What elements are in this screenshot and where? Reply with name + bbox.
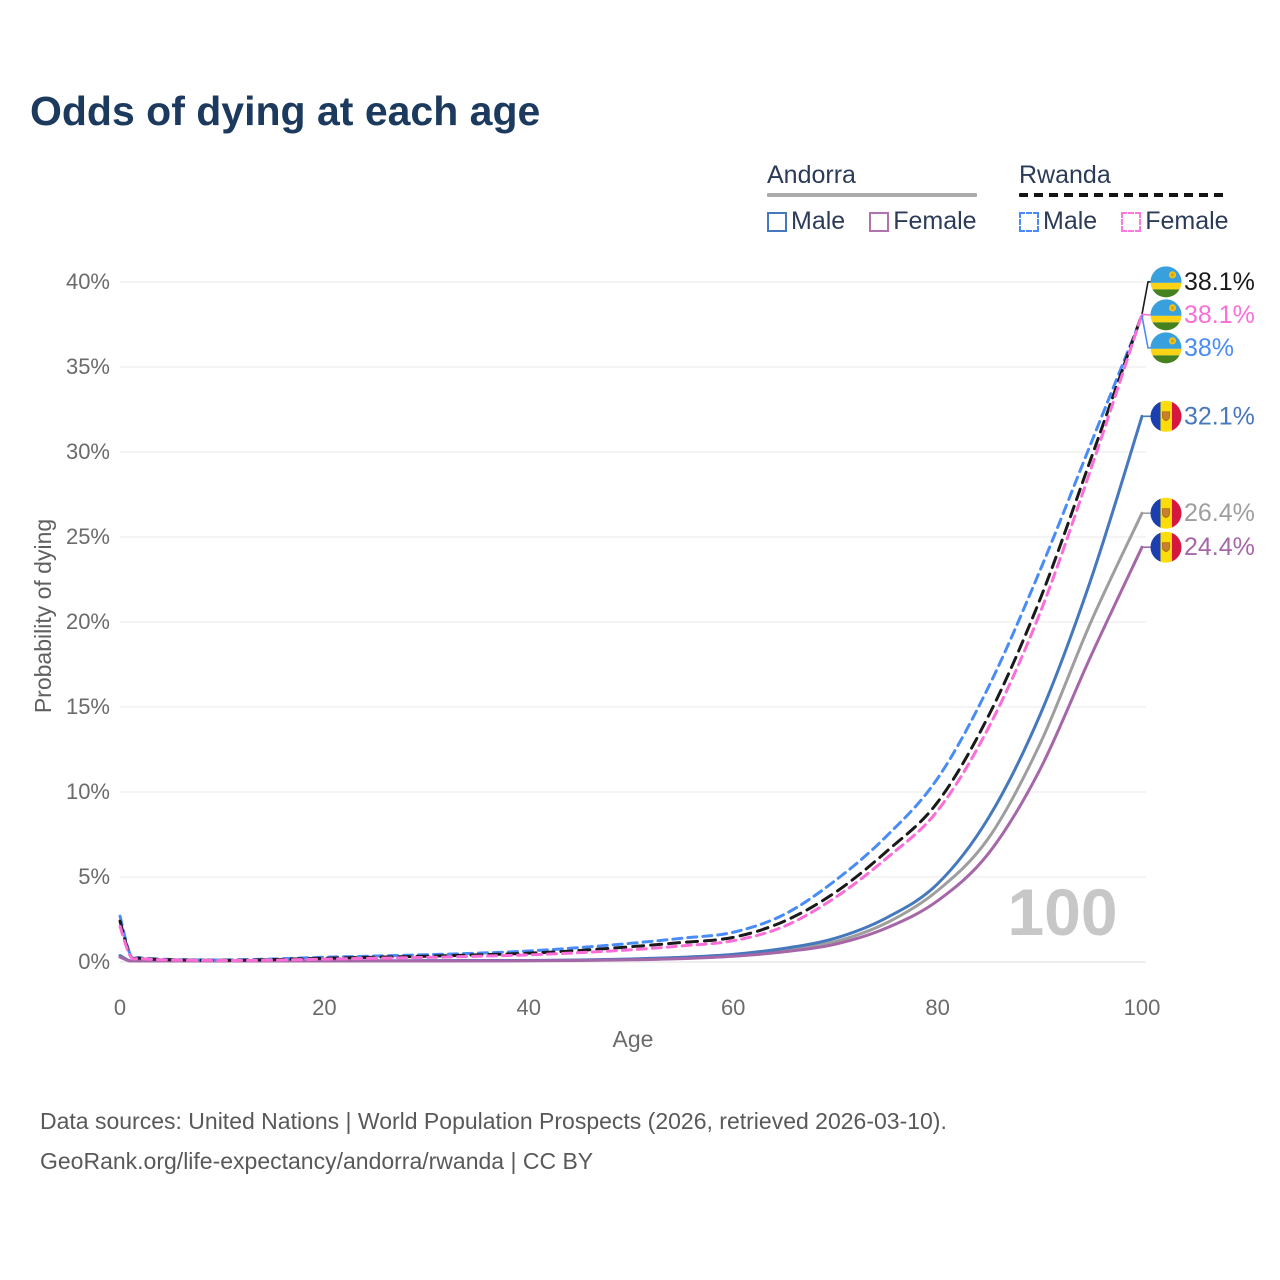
andorra-flag-icon	[1150, 531, 1182, 563]
y-tick-25: 25%	[65, 524, 110, 549]
legend-item-rwanda-female[interactable]: Female	[1121, 207, 1229, 236]
y-axis-title: Probability of dying	[30, 518, 56, 714]
legend-line-sample-rwanda	[1019, 193, 1229, 197]
legend-label-andorra-female: Female	[893, 207, 977, 235]
y-tick-20: 20%	[65, 609, 110, 634]
x-tick-60: 60	[720, 995, 746, 1020]
legend-label-rwanda-female: Female	[1145, 207, 1229, 235]
legend-swatch-rwanda-female	[1121, 211, 1142, 232]
legend-country-andorra[interactable]: Andorra	[767, 161, 856, 189]
legend-country-rwanda[interactable]: Rwanda	[1019, 161, 1111, 189]
end-label-rwanda-both: 38.1%	[1184, 268, 1255, 296]
rwanda-flag-icon	[1150, 266, 1182, 298]
x-tick-20: 20	[312, 995, 337, 1020]
x-tick-100: 100	[1123, 995, 1161, 1020]
end-label-rwanda-female: 38.1%	[1184, 301, 1255, 329]
andorra-flag-icon	[1150, 497, 1182, 529]
hover-age-readout: 100	[1007, 875, 1118, 949]
andorra-flag-icon	[1150, 400, 1182, 432]
y-tick-30: 30%	[65, 439, 110, 464]
y-tick-35: 35%	[65, 354, 110, 379]
end-label-connector-rwanda-female	[1141, 313, 1151, 316]
rwanda-flag-icon	[1150, 332, 1182, 364]
legend-item-rwanda-male[interactable]: Male	[1019, 207, 1097, 236]
legend-item-andorra-female[interactable]: Female	[869, 207, 977, 236]
end-label-andorra-male: 32.1%	[1184, 402, 1255, 430]
end-label-rwanda-male: 38%	[1184, 334, 1234, 362]
end-label-connector-rwanda-both	[1141, 281, 1151, 315]
series-line-rwanda-female[interactable]	[118, 312, 1144, 962]
y-tick-40: 40%	[65, 269, 110, 294]
y-tick-0: 0%	[78, 949, 110, 974]
legend-swatch-andorra-male	[767, 211, 787, 232]
legend-label-andorra-male: Male	[791, 207, 846, 235]
legend-swatch-rwanda-male	[1019, 211, 1039, 232]
legend-swatch-andorra-female	[869, 211, 890, 232]
legend-item-andorra-male[interactable]: Male	[767, 207, 845, 236]
legend-group-rwanda: Rwanda Male Female	[1019, 161, 1229, 236]
data-source-note: Data sources: United Nations | World Pop…	[40, 1108, 947, 1134]
series-line-rwanda-both[interactable]	[118, 312, 1144, 962]
x-tick-40: 40	[516, 995, 542, 1020]
legend-label-rwanda-male: Male	[1043, 207, 1098, 235]
end-label-andorra-both: 26.4%	[1184, 499, 1255, 527]
x-tick-80: 80	[925, 995, 950, 1020]
y-tick-5: 5%	[78, 864, 110, 889]
x-tick-0: 0	[113, 995, 127, 1020]
legend-line-sample-andorra	[767, 193, 977, 197]
legend-group-andorra: Andorra Male Female	[767, 161, 977, 236]
attribution-link: GeoRank.org/life-expectancy/andorra/rwan…	[40, 1148, 594, 1174]
y-tick-10: 10%	[65, 779, 110, 804]
rwanda-flag-icon	[1150, 299, 1182, 331]
x-axis-title: Age	[612, 1026, 654, 1052]
y-tick-15: 15%	[65, 694, 110, 719]
page-title: Odds of dying at each age	[30, 88, 541, 134]
end-label-connector-rwanda-male	[1141, 315, 1151, 349]
series-line-rwanda-male[interactable]	[118, 314, 1144, 962]
end-label-andorra-female: 24.4%	[1184, 533, 1255, 561]
